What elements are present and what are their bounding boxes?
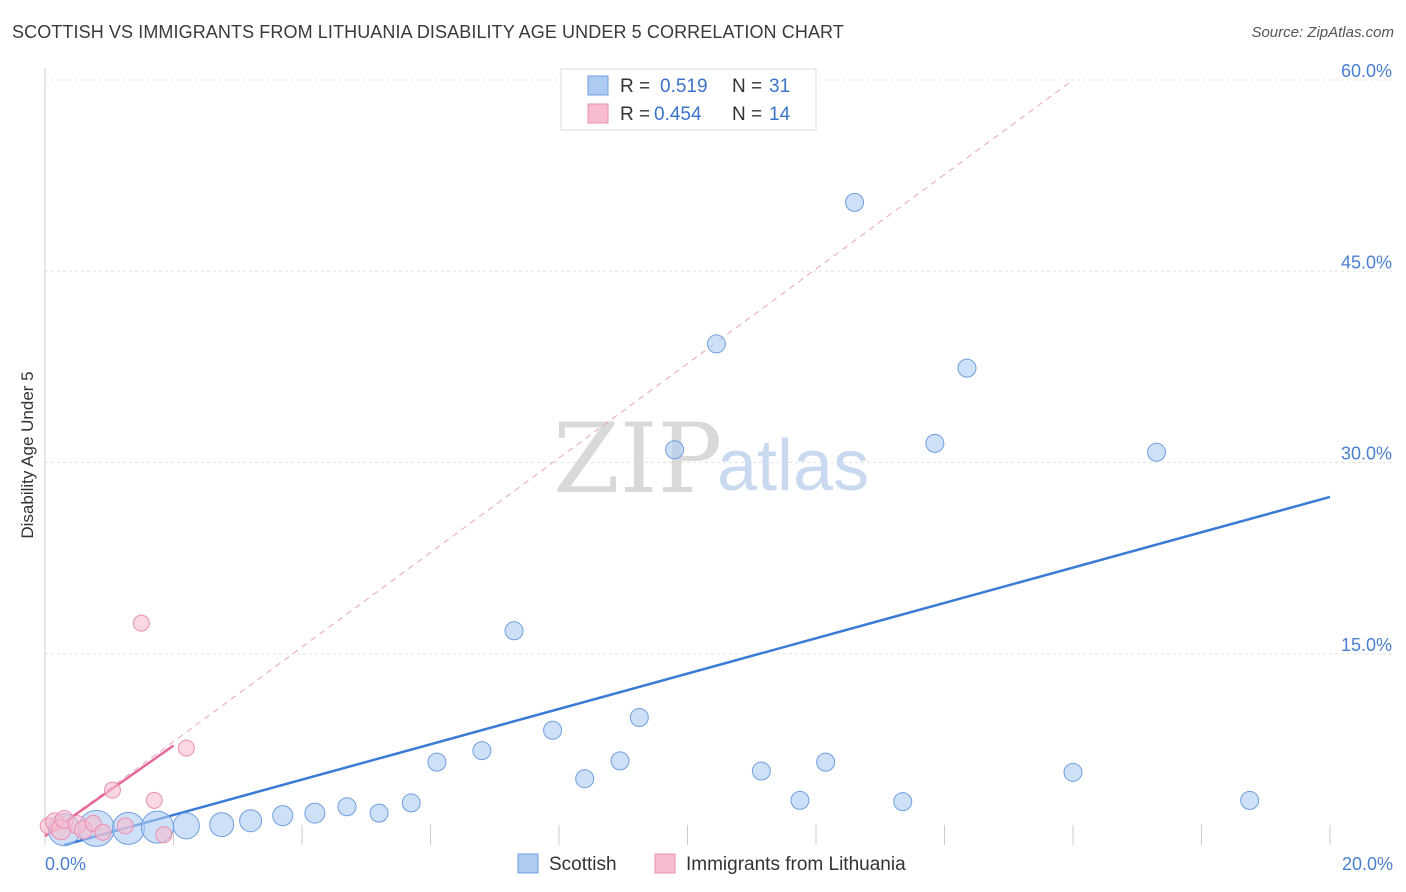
scottish-point xyxy=(1063,762,1083,782)
legend-swatch-pink xyxy=(587,103,609,124)
scottish-point xyxy=(304,802,326,824)
scottish-point xyxy=(543,720,563,740)
series-legend: Scottish Immigrants from Lithuania xyxy=(517,853,906,875)
scottish-point xyxy=(1240,790,1260,810)
scottish-point xyxy=(239,809,263,833)
x-tick-label-max: 20.0% xyxy=(1342,854,1393,874)
y-axis-label: Disability Age Under 5 xyxy=(18,371,37,538)
scottish-point xyxy=(1147,442,1167,462)
lithuania-point xyxy=(155,826,173,844)
legend-r-label-2: R = xyxy=(620,104,650,125)
chart-title: SCOTTISH VS IMMIGRANTS FROM LITHUANIA DI… xyxy=(12,22,844,42)
scottish-point xyxy=(369,803,389,823)
scottish-point xyxy=(401,793,421,813)
series-legend-swatch-scottish xyxy=(517,853,539,874)
tick-labels: 15.0% 30.0% 45.0% 60.0% 0.0% 20.0% xyxy=(45,61,1393,874)
scottish-trend-line xyxy=(63,495,1331,847)
scottish-point xyxy=(504,621,524,641)
legend-n-label-1: N = xyxy=(732,76,762,97)
scottish-point xyxy=(816,752,836,772)
scottish-point xyxy=(172,812,200,840)
y-tick-label: 45.0% xyxy=(1341,252,1392,272)
lithuania-point xyxy=(145,791,163,809)
scottish-point xyxy=(272,805,294,827)
lithuania-point xyxy=(103,781,121,799)
scottish-point xyxy=(337,797,357,817)
legend-r-value-1: 0.519 xyxy=(660,76,708,97)
scottish-point xyxy=(209,812,235,838)
scottish-point xyxy=(610,751,630,771)
scottish-point xyxy=(629,708,649,727)
series-legend-label-lithuania: Immigrants from Lithuania xyxy=(686,854,906,875)
lithuania-point xyxy=(177,739,195,757)
axes xyxy=(44,68,1331,845)
scottish-point xyxy=(845,192,865,212)
stats-legend: R = 0.519 N = 31 R = 0.454 N = 14 xyxy=(560,68,817,131)
scottish-point xyxy=(575,769,595,789)
legend-r-value-2: 0.454 xyxy=(654,104,702,125)
watermark: ZIP atlas xyxy=(553,403,869,515)
scottish-point xyxy=(790,790,810,810)
y-tick-label: 15.0% xyxy=(1341,635,1392,655)
legend-r-label-1: R = xyxy=(620,76,650,97)
series-legend-swatch-lithuania xyxy=(654,853,676,874)
scottish-point xyxy=(706,334,726,354)
series-legend-label-scottish: Scottish xyxy=(549,854,617,875)
legend-n-value-1: 31 xyxy=(769,76,790,97)
scottish-point xyxy=(925,433,945,453)
watermark-zip: ZIP xyxy=(553,403,722,515)
legend-n-value-2: 14 xyxy=(769,104,791,125)
scottish-point xyxy=(893,792,913,812)
data-points xyxy=(39,192,1260,847)
lithuania-point xyxy=(94,823,112,841)
grid-lines xyxy=(45,79,1395,655)
x-tick-label-min: 0.0% xyxy=(45,854,86,874)
lithuania-point xyxy=(132,614,150,632)
legend-n-label-2: N = xyxy=(732,104,762,125)
scottish-point xyxy=(957,358,977,378)
lithuania-trend-extended xyxy=(44,79,1074,837)
y-tick-label: 30.0% xyxy=(1341,444,1392,464)
source-label: Source: ZipAtlas.com xyxy=(1251,24,1394,41)
y-tick-label: 60.0% xyxy=(1341,61,1392,81)
scottish-point xyxy=(665,440,685,460)
legend-swatch-blue xyxy=(587,75,609,96)
watermark-atlas: atlas xyxy=(717,426,869,506)
scottish-point xyxy=(472,741,492,761)
lithuania-point xyxy=(116,817,134,835)
scottish-point xyxy=(427,752,447,772)
scottish-point xyxy=(751,761,771,781)
